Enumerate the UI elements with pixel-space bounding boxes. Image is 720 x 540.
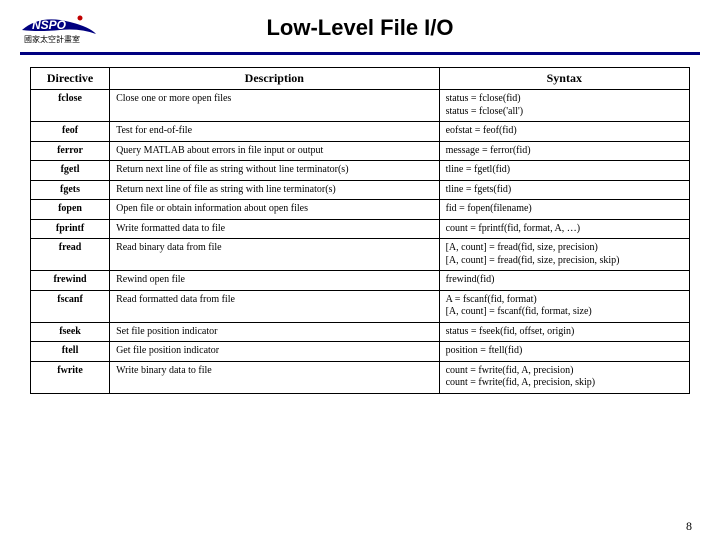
cell-syntax: eofstat = feof(fid) — [439, 122, 689, 142]
io-table: Directive Description Syntax fcloseClose… — [30, 67, 690, 394]
cell-syntax: position = ftell(fid) — [439, 342, 689, 362]
logo-dot — [78, 16, 83, 21]
table-row: fopenOpen file or obtain information abo… — [31, 200, 690, 220]
cell-description: Get file position indicator — [110, 342, 440, 362]
table-body: fcloseClose one or more open filesstatus… — [31, 90, 690, 394]
cell-directive: fgets — [31, 180, 110, 200]
table-row: fprintfWrite formatted data to filecount… — [31, 219, 690, 239]
page-title: Low-Level File I/O — [100, 15, 700, 41]
table-row: fgetlReturn next line of file as string … — [31, 161, 690, 181]
cell-directive: fwrite — [31, 361, 110, 393]
cell-description: Return next line of file as string witho… — [110, 161, 440, 181]
cell-description: Read binary data from file — [110, 239, 440, 271]
col-directive: Directive — [31, 68, 110, 90]
cell-syntax: frewind(fid) — [439, 271, 689, 291]
table-row: fwriteWrite binary data to filecount = f… — [31, 361, 690, 393]
cell-directive: fscanf — [31, 290, 110, 322]
cell-description: Test for end-of-file — [110, 122, 440, 142]
cell-syntax: tline = fgets(fid) — [439, 180, 689, 200]
cell-directive: fprintf — [31, 219, 110, 239]
table-row: fcloseClose one or more open filesstatus… — [31, 90, 690, 122]
cell-description: Open file or obtain information about op… — [110, 200, 440, 220]
col-syntax: Syntax — [439, 68, 689, 90]
cell-description: Set file position indicator — [110, 322, 440, 342]
table-header-row: Directive Description Syntax — [31, 68, 690, 90]
table-row: fscanfRead formatted data from fileA = f… — [31, 290, 690, 322]
table-container: Directive Description Syntax fcloseClose… — [0, 67, 720, 394]
title-rule — [20, 52, 700, 55]
nspo-logo: NSPO 國家太空計畫室 — [20, 8, 100, 48]
table-row: freadRead binary data from file[A, count… — [31, 239, 690, 271]
logo-text-zh: 國家太空計畫室 — [24, 34, 80, 44]
cell-syntax: A = fscanf(fid, format)[A, count] = fsca… — [439, 290, 689, 322]
cell-syntax: [A, count] = fread(fid, size, precision)… — [439, 239, 689, 271]
cell-description: Rewind open file — [110, 271, 440, 291]
table-row: fgetsReturn next line of file as string … — [31, 180, 690, 200]
cell-description: Return next line of file as string with … — [110, 180, 440, 200]
page-number: 8 — [686, 519, 692, 534]
table-row: ftellGet file position indicatorposition… — [31, 342, 690, 362]
cell-directive: fclose — [31, 90, 110, 122]
cell-syntax: fid = fopen(filename) — [439, 200, 689, 220]
cell-description: Query MATLAB about errors in file input … — [110, 141, 440, 161]
cell-description: Close one or more open files — [110, 90, 440, 122]
cell-directive: fgetl — [31, 161, 110, 181]
cell-directive: ftell — [31, 342, 110, 362]
table-row: feofTest for end-of-fileeofstat = feof(f… — [31, 122, 690, 142]
cell-directive: frewind — [31, 271, 110, 291]
cell-syntax: status = fseek(fid, offset, origin) — [439, 322, 689, 342]
cell-directive: ferror — [31, 141, 110, 161]
cell-syntax: count = fprintf(fid, format, A, …) — [439, 219, 689, 239]
cell-directive: fseek — [31, 322, 110, 342]
cell-description: Write binary data to file — [110, 361, 440, 393]
cell-directive: fopen — [31, 200, 110, 220]
cell-syntax: count = fwrite(fid, A, precision)count =… — [439, 361, 689, 393]
header: NSPO 國家太空計畫室 Low-Level File I/O — [0, 0, 720, 52]
logo-text-en: NSPO — [32, 18, 67, 32]
table-row: fseekSet file position indicatorstatus =… — [31, 322, 690, 342]
cell-syntax: tline = fgetl(fid) — [439, 161, 689, 181]
table-row: frewindRewind open filefrewind(fid) — [31, 271, 690, 291]
cell-syntax: message = ferror(fid) — [439, 141, 689, 161]
table-row: ferrorQuery MATLAB about errors in file … — [31, 141, 690, 161]
col-description: Description — [110, 68, 440, 90]
logo-icon: NSPO 國家太空計畫室 — [20, 8, 100, 48]
cell-directive: feof — [31, 122, 110, 142]
cell-syntax: status = fclose(fid)status = fclose('all… — [439, 90, 689, 122]
cell-directive: fread — [31, 239, 110, 271]
cell-description: Write formatted data to file — [110, 219, 440, 239]
cell-description: Read formatted data from file — [110, 290, 440, 322]
